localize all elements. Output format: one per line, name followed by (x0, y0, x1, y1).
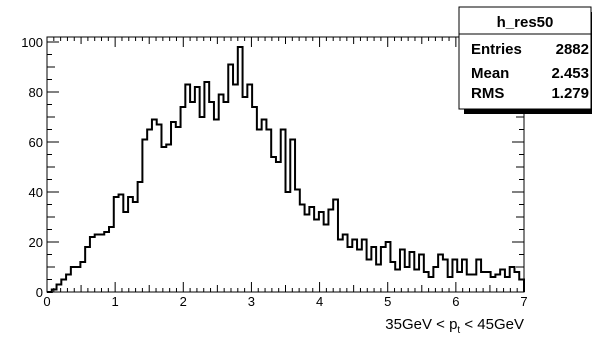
y-axis: 0 20 40 60 80 100 (21, 35, 524, 300)
x-axis-title: 35GeV < pt < 45GeV (385, 316, 524, 336)
y-tick-label: 100 (21, 35, 43, 50)
x-axis-title-part-2: < 45GeV (460, 316, 524, 333)
x-tick-label: 7 (520, 294, 527, 309)
stats-entries-value: 2882 (556, 41, 589, 58)
x-axis-title-subscript: t (457, 325, 460, 336)
stats-entries-label: Entries (471, 41, 522, 58)
x-axis: 0 1 2 3 4 5 6 7 (43, 37, 528, 309)
stats-box: h_res50 Entries 2882 Mean 2.453 RMS 1.27… (458, 6, 592, 114)
stats-mean-label: Mean (471, 65, 509, 82)
x-tick-label: 3 (248, 294, 255, 309)
stats-mean-value: 2.453 (551, 65, 589, 82)
x-tick-label: 5 (384, 294, 391, 309)
histogram-line (47, 46, 525, 293)
x-tick-label: 4 (316, 294, 323, 309)
y-tick-label: 60 (29, 135, 43, 150)
y-tick-label: 20 (29, 235, 43, 250)
y-tick-label: 40 (29, 185, 43, 200)
x-tick-label: 1 (112, 294, 119, 309)
stats-rms-value: 1.279 (551, 85, 589, 102)
x-axis-title-part-1: 35GeV < p (385, 316, 457, 333)
stats-title: h_res50 (497, 14, 554, 31)
y-tick-label: 0 (36, 285, 43, 300)
x-tick-label: 0 (43, 294, 50, 309)
stats-box-frame (458, 6, 592, 110)
stats-rms-label: RMS (471, 85, 504, 102)
y-tick-label: 80 (29, 85, 43, 100)
x-tick-label: 6 (452, 294, 459, 309)
x-tick-label: 2 (180, 294, 187, 309)
